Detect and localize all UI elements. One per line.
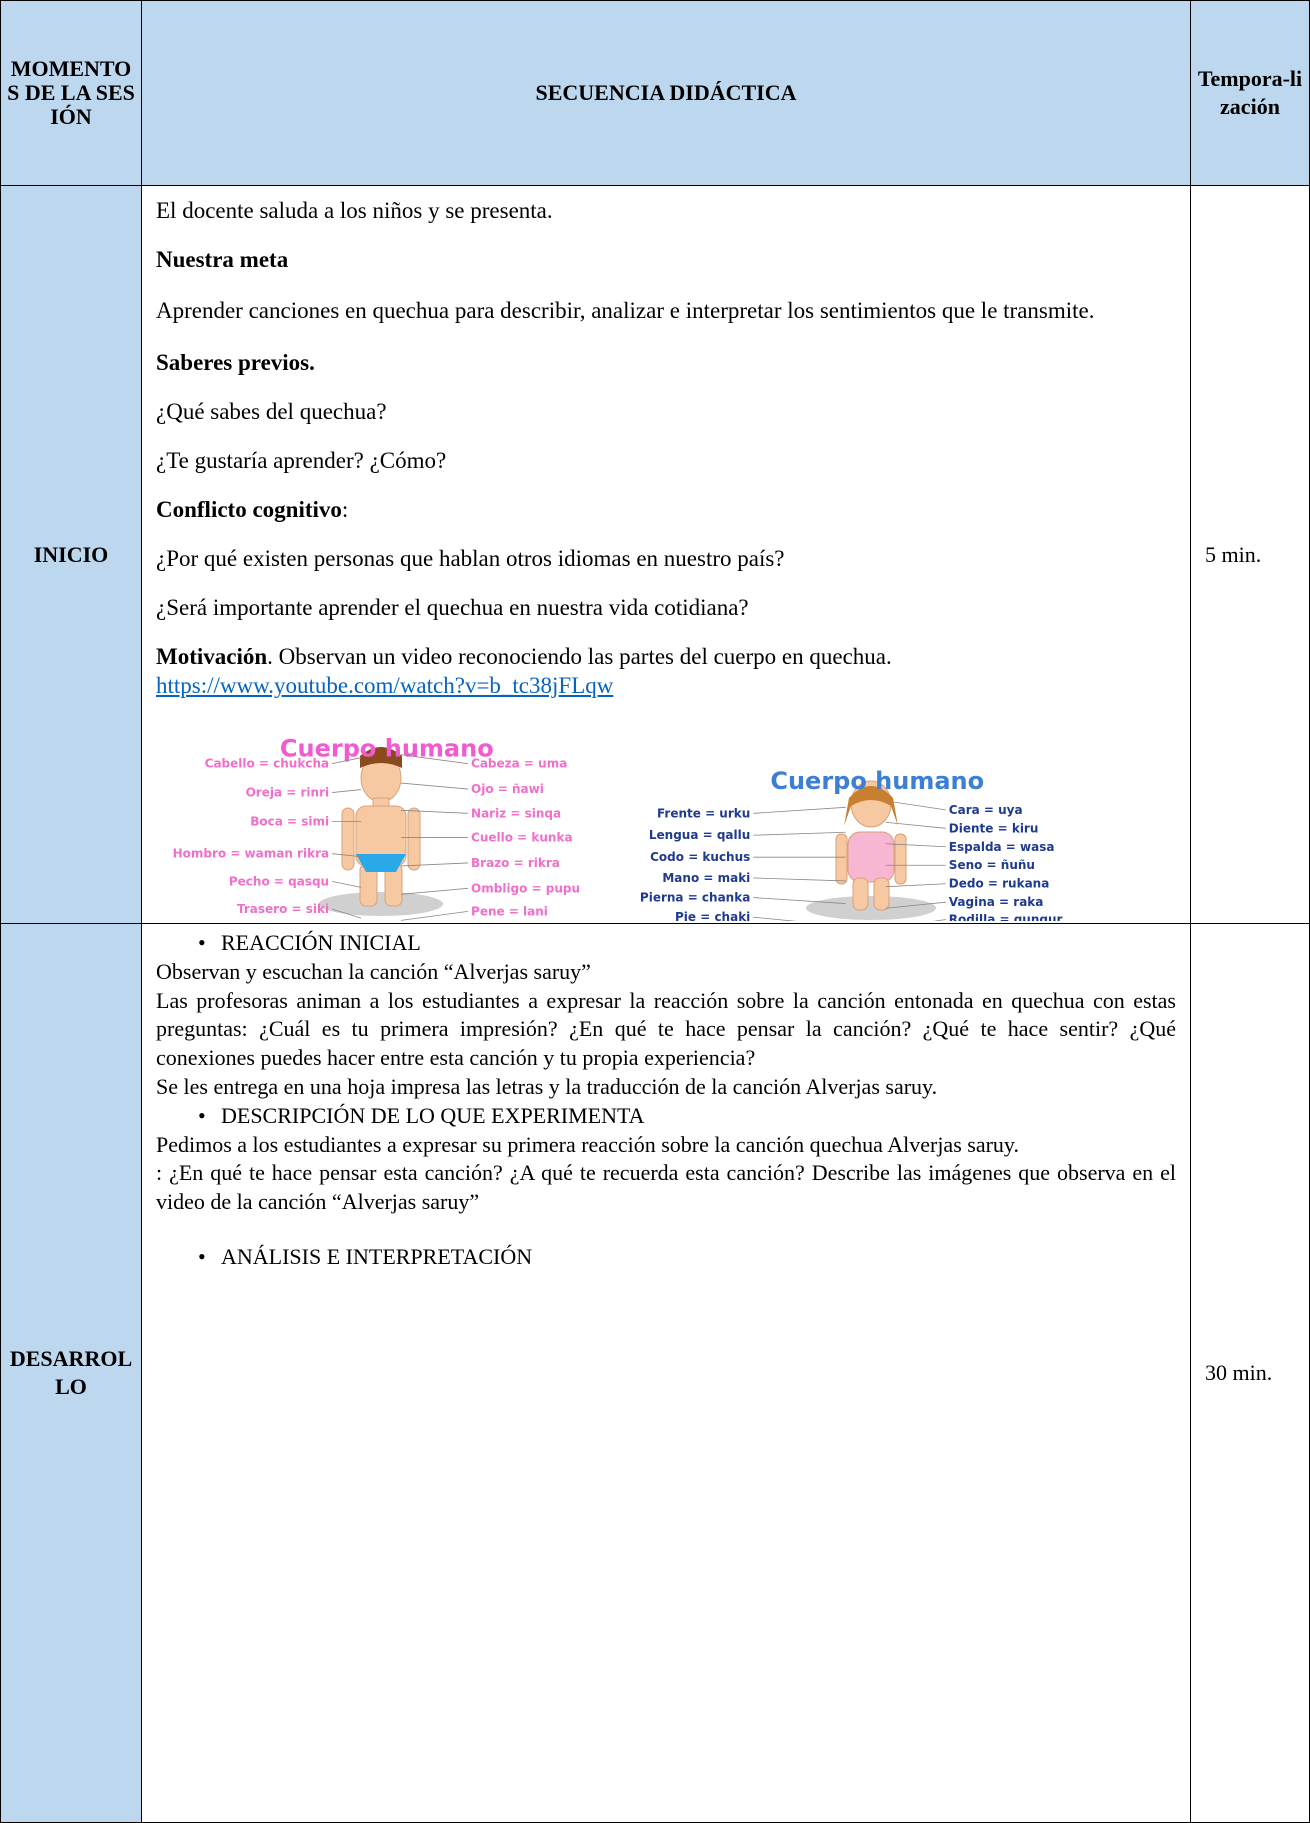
pointer (753, 916, 797, 921)
body-label: Ombligo = pupu (471, 881, 580, 895)
body-label: Cuello = kunka (471, 831, 573, 845)
paragraph: Motivación. Observan un video reconocien… (156, 642, 1176, 700)
pointer (400, 754, 469, 765)
body-label: Pene = lani (471, 904, 548, 918)
pointer (885, 843, 946, 848)
paragraph: Aprender canciones en quechua para descr… (156, 298, 1095, 323)
header-moments: MOMENTOS DE LA SESIÓN (0, 0, 142, 186)
bold: Conflicto cognitivo (156, 497, 342, 522)
body-label: Lengua = qallu (649, 828, 750, 842)
subtitle: Saberes previos. (156, 348, 1176, 377)
question: ¿Te gustaría aprender? ¿Cómo? (156, 448, 447, 473)
text: : (341, 497, 349, 522)
hair (844, 786, 898, 826)
link[interactable]: https://www.youtube.com/watch?v=b_tc38jF… (156, 673, 614, 698)
shadow (319, 892, 443, 916)
pointer (332, 853, 362, 858)
body-label: Codo = kuchus (650, 850, 750, 864)
body-label: Dedo = rukana (949, 877, 1050, 891)
pointer (753, 831, 846, 836)
pointer (885, 883, 946, 888)
body-label: Boca = simi (250, 814, 329, 828)
question: ¿Por qué existen personas que hablan otr… (156, 546, 785, 571)
moment-label: INICIO (0, 185, 142, 924)
subtitle: Nuestra meta (156, 245, 1176, 274)
body-label: Pierna = chanka (640, 891, 750, 905)
hair (360, 747, 402, 768)
body-label: Pie = chaki (675, 910, 750, 921)
bold: Motivación (156, 644, 268, 669)
pointer (885, 901, 946, 909)
image-title: Cuerpo humano (770, 767, 984, 795)
bold: Saberes previos. (156, 350, 315, 375)
pointer (885, 821, 946, 829)
paragraph: Las profesoras animan a los estudiantes … (156, 987, 1176, 1071)
pointer (753, 877, 846, 882)
body-label: Ojo = ñawi (471, 782, 544, 796)
body-label: Nariz = sinqa (471, 806, 561, 820)
paragraph: Observan y escuchan la canción “Alverjas… (156, 958, 591, 984)
body-label: Pecho = qasqu (229, 874, 329, 888)
text: . Observan un video reconociendo las par… (267, 644, 892, 669)
pointer (331, 908, 362, 919)
image-title: Cuerpo humano (280, 736, 494, 763)
moment-label: DESARROLLO (0, 923, 142, 1823)
subtitle: Conflicto cognitivo: (156, 495, 1176, 524)
pointer (401, 809, 469, 814)
body-label: Seno = ñuñu (949, 858, 1035, 872)
paragraph: Pedimos a los estudiantes a expresar su … (156, 1131, 1019, 1157)
pointer (885, 800, 946, 811)
header-time: Tempora-lización (1190, 0, 1310, 186)
body-label: Cabello = chukcha (205, 757, 329, 771)
body-label: Vagina = raka (949, 895, 1044, 909)
bullet: DESCRIPCIÓN DE LO QUE EXPERIMENTA (156, 1102, 1176, 1131)
question: ¿Será importante aprender el quechua en … (156, 595, 749, 620)
body-label: Rodilla = qunqur (949, 912, 1063, 921)
pointer (753, 897, 846, 904)
bold: Nuestra meta (156, 247, 289, 272)
pointer (400, 782, 469, 790)
body-label: Hombro = waman rikra (173, 847, 330, 861)
pointer (400, 911, 469, 921)
time: 30 min. (1205, 1360, 1273, 1385)
pointer (753, 806, 846, 814)
bullet: REACCIÓN INICIAL (156, 929, 1176, 958)
body-label: Cabeza = uma (471, 757, 567, 771)
pointer (332, 881, 362, 888)
body-label: Diente = kiru (949, 821, 1039, 835)
shadow (806, 896, 936, 920)
underwear (356, 854, 406, 872)
body-label: Trasero = siki (237, 902, 329, 916)
body-label: Oreja = rinri (246, 786, 329, 800)
question: ¿Qué sabes del quechua? (156, 399, 387, 424)
inicio-content: El docente saluda a los niños y se prese… (156, 196, 1176, 700)
time-cell: 5 min. (1190, 185, 1310, 924)
paragraph: Se les entrega en una hoja impresa las l… (156, 1073, 938, 1099)
paragraph: El docente saluda a los niños y se prese… (156, 198, 553, 223)
pointer (332, 789, 362, 793)
pointer (401, 862, 469, 867)
body-label: Espalda = wasa (949, 840, 1055, 854)
body-label: Mano = maki (662, 871, 750, 885)
pointer (932, 919, 946, 921)
body-label: Cara = uya (949, 803, 1023, 817)
header-sequence: SECUENCIA DIDÁCTICA (141, 0, 1191, 186)
pointer (400, 887, 469, 895)
time: 5 min. (1205, 541, 1262, 567)
boy-figure (341, 753, 421, 907)
pointer (332, 757, 362, 765)
desarrollo-content: REACCIÓN INICIAL Observan y escuchan la … (156, 929, 1176, 1272)
bullet: ANÁLISIS E INTERPRETACIÓN (156, 1243, 1176, 1272)
time-cell: 30 min. (1190, 923, 1310, 1823)
body-label: Frente = urku (657, 806, 750, 820)
body-label: Brazo = rikra (471, 856, 560, 870)
paragraph: : ¿En qué te hace pensar esta canción? ¿… (156, 1160, 1176, 1215)
